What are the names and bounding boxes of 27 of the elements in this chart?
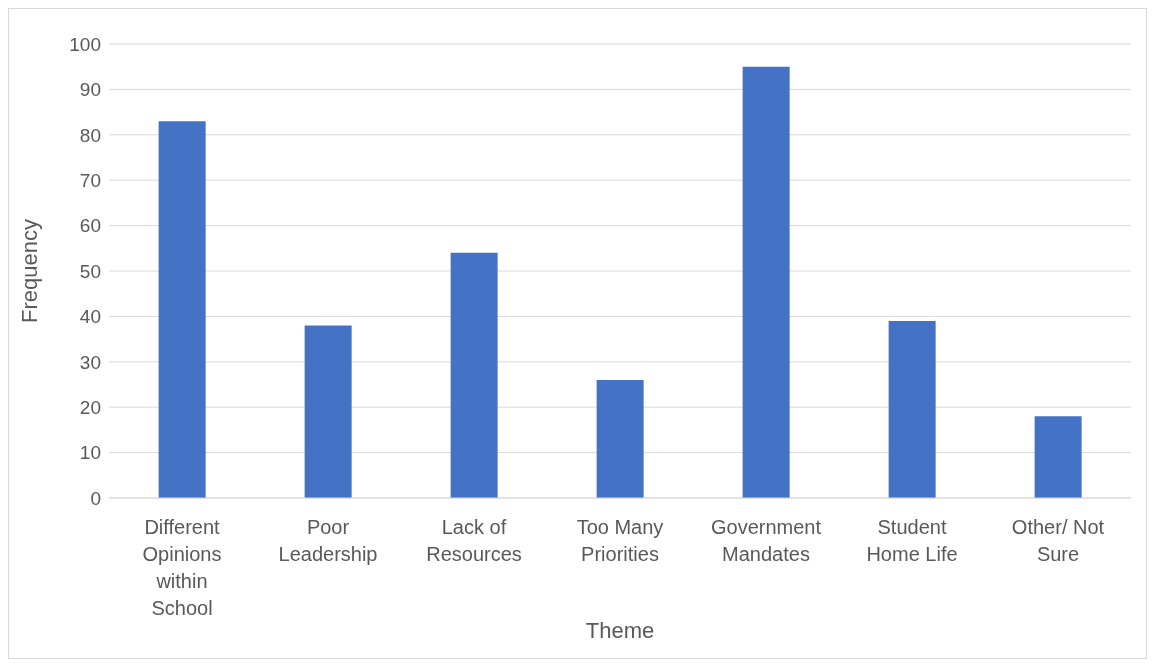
bar <box>450 252 498 498</box>
x-tick-label: Different Opinions within School <box>142 516 222 619</box>
bar <box>1034 416 1082 498</box>
y-tick-label: 80 <box>79 124 101 146</box>
x-tick-label: Poor Leadership <box>278 516 378 565</box>
x-tick-label: Other/ Not Sure <box>1011 516 1105 565</box>
y-tick-label: 70 <box>79 169 101 191</box>
x-tick-label: Student Home Life <box>866 516 958 565</box>
y-axis-title: Frequency <box>16 219 42 323</box>
x-tick-label: Lack of Resources <box>426 516 522 565</box>
y-tick-label: 20 <box>79 396 101 418</box>
y-tick-label: 100 <box>69 33 101 55</box>
y-tick-label: 40 <box>79 306 101 328</box>
bar <box>888 320 936 498</box>
y-tick-label: 90 <box>79 79 101 101</box>
y-tick-label: 30 <box>79 351 101 373</box>
x-axis-title: Theme <box>585 618 655 643</box>
y-tick-label: 50 <box>79 260 101 282</box>
x-tick-label: Government Mandates <box>710 516 822 565</box>
y-tick-label: 60 <box>79 215 101 237</box>
y-tick-label: 0 <box>90 487 101 509</box>
bar <box>596 379 644 498</box>
bar <box>304 325 352 498</box>
x-tick-label: Too Many Priorities <box>576 516 664 565</box>
y-tick-label: 10 <box>79 442 101 464</box>
bar <box>158 121 206 498</box>
bar <box>742 66 790 498</box>
